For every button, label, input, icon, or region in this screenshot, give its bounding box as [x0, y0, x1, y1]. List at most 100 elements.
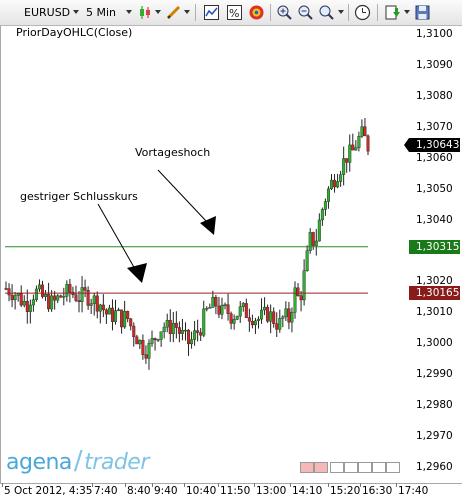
color-wheel-icon[interactable] — [248, 4, 265, 21]
search-icon[interactable] — [318, 4, 335, 21]
scroll-box[interactable] — [358, 462, 372, 473]
scroll-box[interactable] — [330, 462, 344, 473]
symbol-selector[interactable]: EURUSD — [24, 6, 71, 19]
zoom-out-icon[interactable] — [297, 4, 314, 21]
timeframe-selector[interactable]: 5 Min — [86, 6, 117, 19]
candle-up — [16, 293, 20, 296]
candle-down — [86, 290, 90, 306]
price-chart[interactable] — [0, 26, 408, 483]
candle-up — [34, 288, 38, 300]
candlestick-icon[interactable] — [137, 4, 154, 21]
properties-icon[interactable] — [203, 4, 220, 21]
candle-down — [174, 322, 178, 328]
scroll-box-active[interactable] — [300, 462, 314, 473]
candle-down — [135, 336, 139, 345]
candle-down — [59, 295, 63, 298]
candle-up — [223, 304, 227, 306]
logo-part-trader: trader — [84, 450, 149, 475]
candle-up — [232, 319, 236, 324]
time-tick-mark — [125, 483, 126, 487]
candle-up — [44, 294, 48, 297]
candle-up — [238, 306, 242, 317]
time-tick-label: 11:50 — [220, 485, 251, 497]
candle-up — [31, 299, 35, 306]
candle-up — [308, 232, 312, 251]
current-price-tag: 1,30643 — [404, 138, 460, 153]
candle-down — [104, 309, 108, 315]
chevron-down-icon[interactable] — [184, 10, 190, 14]
time-tick-label: 7:40 — [94, 485, 118, 497]
annotation-schlusskurs: gestriger Schlusskurs — [20, 190, 138, 203]
chevron-down-icon[interactable] — [126, 10, 132, 14]
export-icon[interactable] — [384, 4, 401, 21]
zoom-in-icon[interactable] — [276, 4, 293, 21]
candle-up — [56, 295, 60, 301]
candle-down — [287, 308, 291, 323]
scroll-box[interactable] — [386, 462, 400, 473]
time-axis[interactable] — [0, 483, 462, 500]
candle-down — [214, 296, 218, 307]
candle-up — [314, 240, 318, 246]
candle-down — [229, 313, 233, 324]
time-tick-mark — [290, 483, 291, 487]
candle-down — [120, 309, 124, 328]
candle-up — [256, 318, 260, 322]
candle-up — [159, 331, 163, 340]
candle-down — [168, 320, 172, 334]
scroll-box[interactable] — [344, 462, 358, 473]
clock-icon[interactable] — [354, 4, 371, 21]
candle-up — [171, 322, 175, 334]
time-tick-mark — [2, 483, 3, 487]
chevron-down-icon[interactable] — [404, 10, 410, 14]
candle-down — [83, 287, 87, 291]
price-tick-label: 1,3040 — [416, 213, 453, 226]
candle-up — [263, 306, 267, 311]
price-tick-label: 1,2960 — [416, 460, 453, 473]
price-tick-label: 1,2970 — [416, 429, 453, 442]
time-tick-label: 8:40 — [127, 485, 151, 497]
candle-up — [150, 338, 154, 344]
candle-down — [363, 126, 367, 137]
price-tick-label: 1,3060 — [416, 151, 453, 164]
candle-down — [196, 330, 200, 333]
candle-up — [211, 296, 215, 308]
prior-day-close-tag: 1,30165 — [404, 286, 460, 301]
price-tick-label: 1,3000 — [416, 337, 453, 350]
chevron-down-icon[interactable] — [338, 10, 344, 14]
candle-down — [126, 311, 130, 319]
candle-down — [132, 325, 136, 338]
candle-up — [357, 136, 361, 148]
candle-down — [68, 284, 72, 293]
price-tick-label: 1,3010 — [416, 306, 453, 319]
candle-up — [65, 284, 69, 297]
candle-up — [354, 147, 358, 151]
svg-text:%: % — [229, 7, 239, 20]
candle-up — [193, 330, 197, 340]
candle-down — [199, 332, 203, 336]
candle-up — [320, 209, 324, 221]
chevron-down-icon[interactable] — [155, 10, 161, 14]
price-tick-label: 1,2980 — [416, 398, 453, 411]
save-icon[interactable] — [414, 4, 431, 21]
candle-down — [226, 304, 230, 314]
candle-down — [25, 300, 29, 312]
scroll-box-active[interactable] — [314, 462, 328, 473]
time-tick-label: 5 Oct 2012, 4:35 — [4, 485, 93, 497]
candle-down — [272, 311, 276, 324]
price-scale[interactable] — [408, 26, 462, 483]
candle-up — [290, 312, 294, 323]
candle-up — [162, 326, 166, 332]
candle-up — [202, 308, 206, 336]
candle-down — [7, 288, 11, 296]
candle-down — [19, 293, 23, 306]
candle-down — [141, 340, 145, 355]
candle-up — [305, 250, 309, 271]
percent-icon[interactable]: % — [226, 4, 243, 21]
chevron-down-icon[interactable] — [73, 10, 79, 14]
candle-up — [183, 329, 187, 332]
candle-up — [348, 144, 352, 163]
time-tick-mark — [396, 483, 397, 487]
time-tick-mark — [254, 483, 255, 487]
pen-icon[interactable] — [165, 4, 182, 21]
scroll-box[interactable] — [372, 462, 386, 473]
